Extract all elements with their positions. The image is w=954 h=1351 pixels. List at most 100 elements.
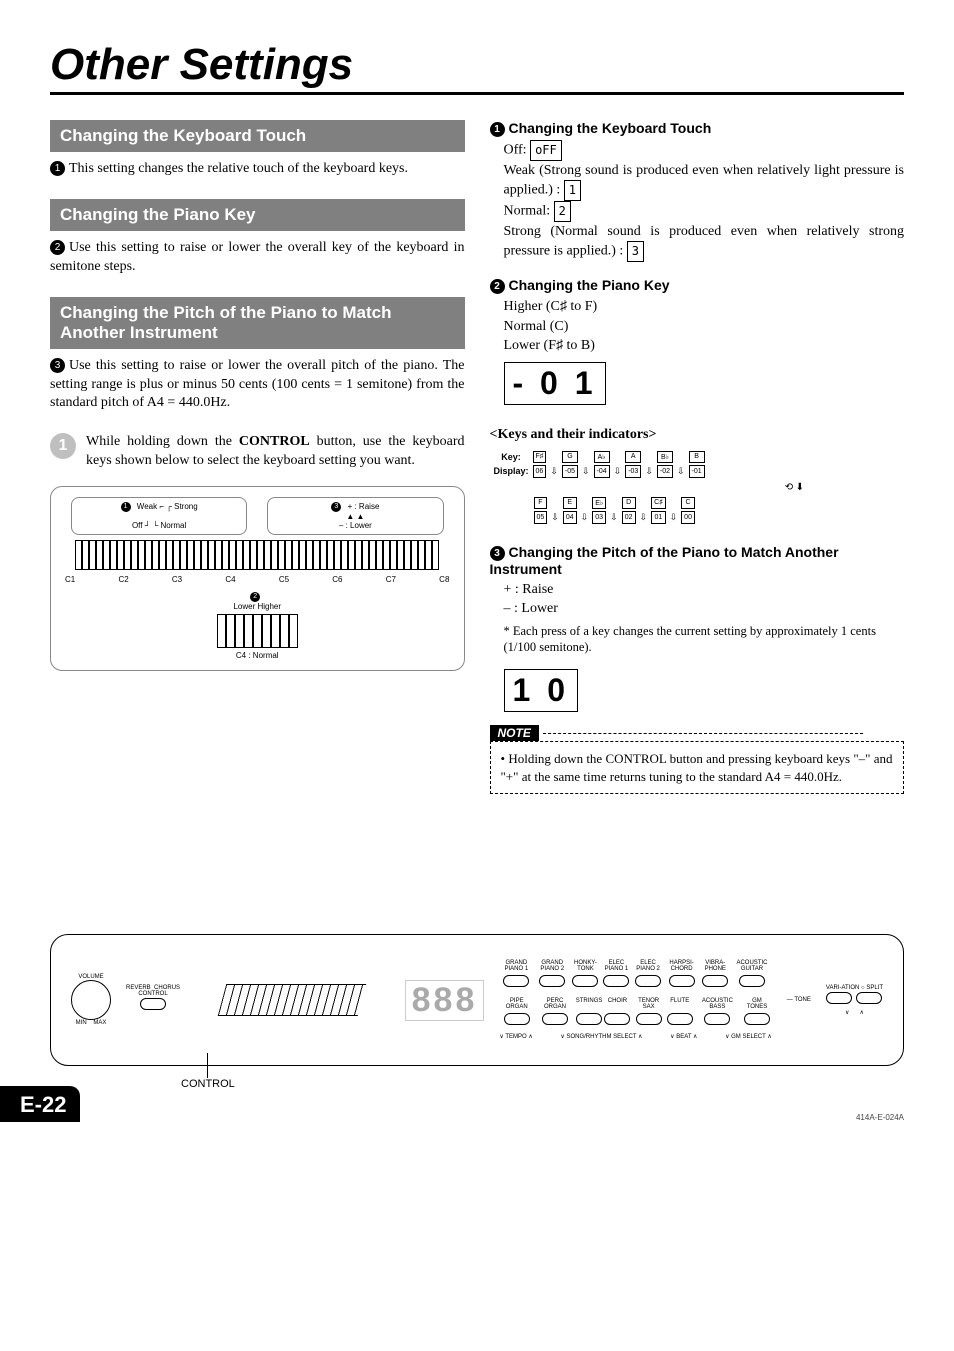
diag-normal: Normal bbox=[161, 521, 187, 530]
r2-higher: Higher (C♯ to F) bbox=[504, 297, 905, 317]
panel-min: MIN bbox=[76, 1020, 87, 1026]
r1-normal-line: Normal: 2 bbox=[504, 201, 905, 222]
r2-lcd: - 0 1 bbox=[504, 362, 606, 405]
r1-strong-line: Strong (Normal sound is produced even wh… bbox=[504, 222, 905, 262]
panel-song: SONG/RHYTHM SELECT bbox=[566, 1034, 636, 1040]
r1-weak-lcd: 1 bbox=[564, 180, 581, 201]
r3-lcd: 1 0 bbox=[504, 669, 578, 712]
left-column: Changing the Keyboard Touch 1 This settin… bbox=[50, 120, 465, 794]
diag-raise: + : Raise bbox=[348, 502, 380, 511]
r1-off: Off: bbox=[504, 142, 531, 157]
section-body-pitch: 3Use this setting to raise or lower the … bbox=[50, 357, 465, 414]
diag-lower: – : Lower bbox=[339, 521, 372, 530]
panel-volume: VOLUME bbox=[71, 974, 111, 980]
r3-lower: – : Lower bbox=[504, 599, 905, 619]
r2-normal: Normal (C) bbox=[504, 317, 905, 337]
sec3-text: Use this setting to raise or lower the o… bbox=[50, 358, 465, 411]
r1-strong-lcd: 3 bbox=[627, 241, 644, 262]
panel-control-label: CONTROL bbox=[181, 1078, 235, 1090]
r3-title: Changing the Pitch of the Piano to Match… bbox=[490, 544, 839, 577]
kb-c5: C5 bbox=[279, 575, 289, 584]
bullet-1: 1 bbox=[50, 161, 65, 176]
r2-header: 2 Changing the Piano Key bbox=[490, 277, 905, 294]
step-block: 1 While holding down the CONTROL button,… bbox=[50, 433, 465, 471]
diag-bullet-2: 2 bbox=[250, 592, 260, 602]
bullet-2: 2 bbox=[50, 240, 65, 255]
panel-split: SPLIT bbox=[866, 985, 883, 991]
r1-normal-lcd: 2 bbox=[554, 201, 571, 222]
r2-num: 2 bbox=[490, 279, 505, 294]
sec1-text: This setting changes the relative touch … bbox=[69, 161, 408, 176]
panel-tone: TONE bbox=[794, 997, 811, 1003]
doc-code: 414A-E-024A bbox=[856, 1113, 904, 1122]
r3-header: 3Changing the Pitch of the Piano to Matc… bbox=[490, 544, 905, 577]
section-header-pitch: Changing the Pitch of the Piano to Match… bbox=[50, 297, 465, 349]
section-body-touch: 1 This setting changes the relative touch… bbox=[50, 160, 465, 179]
page-number: E-22 bbox=[0, 1086, 80, 1122]
keys-header: <Keys and their indicators> bbox=[490, 427, 905, 443]
section-body-pianokey: 2Use this setting to raise or lower the … bbox=[50, 239, 465, 277]
note-body: • Holding down the CONTROL button and pr… bbox=[490, 741, 905, 794]
split-button bbox=[856, 992, 882, 1004]
r1-normal: Normal: bbox=[504, 204, 554, 219]
panel-tempo: TEMPO bbox=[505, 1034, 526, 1040]
r1-num: 1 bbox=[490, 122, 505, 137]
diag-higher: Higher bbox=[257, 602, 281, 611]
diag-lower2: Lower bbox=[233, 602, 255, 611]
r3-num: 3 bbox=[490, 546, 505, 561]
panel-gm: GM SELECT bbox=[731, 1034, 766, 1040]
control-button bbox=[140, 998, 166, 1010]
page-footer: E-22 414A-E-024A bbox=[50, 1086, 904, 1122]
kb-c1: C1 bbox=[65, 575, 75, 584]
sec2-text: Use this setting to raise or lower the o… bbox=[50, 240, 465, 274]
r3-raise: + : Raise bbox=[504, 580, 905, 600]
panel-segment: 888 bbox=[405, 980, 485, 1021]
kb-c2: C2 bbox=[118, 575, 128, 584]
diag-off: Off bbox=[132, 521, 143, 530]
keys-arrows: ⟲ ⬇ bbox=[490, 482, 805, 493]
panel-beat: BEAT bbox=[676, 1034, 691, 1040]
section-header-touch: Changing the Keyboard Touch bbox=[50, 120, 465, 152]
r1-title: Changing the Keyboard Touch bbox=[509, 120, 712, 136]
r3-footnote: * Each press of a key changes the curren… bbox=[504, 623, 905, 656]
instrument-panel: VOLUME MIN MAX REVERB CHORUS CONTROL 888… bbox=[50, 934, 904, 1066]
note-block: NOTE • Holding down the CONTROL button a… bbox=[490, 724, 905, 794]
kb-c6: C6 bbox=[332, 575, 342, 584]
r1-off-lcd: oFF bbox=[530, 140, 562, 161]
step-text: While holding down the CONTROL button, u… bbox=[86, 433, 465, 471]
keys-label-disp: Display: bbox=[492, 465, 531, 478]
r2-title: Changing the Piano Key bbox=[509, 277, 670, 293]
step-number: 1 bbox=[50, 433, 76, 459]
panel-max: MAX bbox=[93, 1020, 106, 1026]
r1-strong: Strong (Normal sound is produced even wh… bbox=[504, 224, 905, 259]
step-bold: CONTROL bbox=[239, 434, 310, 449]
keyboard-diagram: 1 Weak ⌐ ┌ Strong Off ┘ └ Normal 3 + : R… bbox=[50, 486, 465, 671]
panel-keyboard-outline bbox=[218, 984, 367, 1016]
content-columns: Changing the Keyboard Touch 1 This settin… bbox=[50, 120, 904, 794]
panel-ctrl: CONTROL bbox=[126, 991, 180, 997]
kb-c7: C7 bbox=[386, 575, 396, 584]
keys-table: Key: F♯GA♭AB♭B Display: 06⇩-05⇩-04⇩-03⇩-… bbox=[490, 449, 707, 480]
kb-c4: C4 bbox=[225, 575, 235, 584]
note-text: Holding down the CONTROL button and pres… bbox=[501, 751, 893, 784]
r2-lower: Lower (F♯ to B) bbox=[504, 336, 905, 356]
section-header-pianokey: Changing the Piano Key bbox=[50, 199, 465, 231]
vari-button bbox=[826, 992, 852, 1004]
kb-c3: C3 bbox=[172, 575, 182, 584]
full-keyboard bbox=[61, 540, 454, 570]
diag-bullet-1: 1 bbox=[121, 502, 131, 512]
diag-bullet-3: 3 bbox=[331, 502, 341, 512]
keys-table-2: FEE♭DC♯C 05⇩04⇩03⇩02⇩01⇩00 bbox=[532, 495, 697, 526]
r1-header: 1 Changing the Keyboard Touch bbox=[490, 120, 905, 137]
diag-c4normal: C4 : Normal bbox=[236, 651, 279, 660]
diag-strong: Strong bbox=[174, 502, 198, 511]
keys-label-key: Key: bbox=[492, 451, 531, 463]
right-column: 1 Changing the Keyboard Touch Off: oFF We… bbox=[490, 120, 905, 794]
bullet-3: 3 bbox=[50, 358, 65, 373]
r1-weak-line: Weak (Strong sound is produced even when… bbox=[504, 161, 905, 201]
page-title: Other Settings bbox=[50, 40, 904, 95]
step-a: While holding down the bbox=[86, 434, 239, 449]
mini-keyboard bbox=[61, 614, 454, 648]
diag-weak: Weak bbox=[137, 502, 157, 511]
panel-vari: VARI-ATION bbox=[826, 985, 859, 991]
